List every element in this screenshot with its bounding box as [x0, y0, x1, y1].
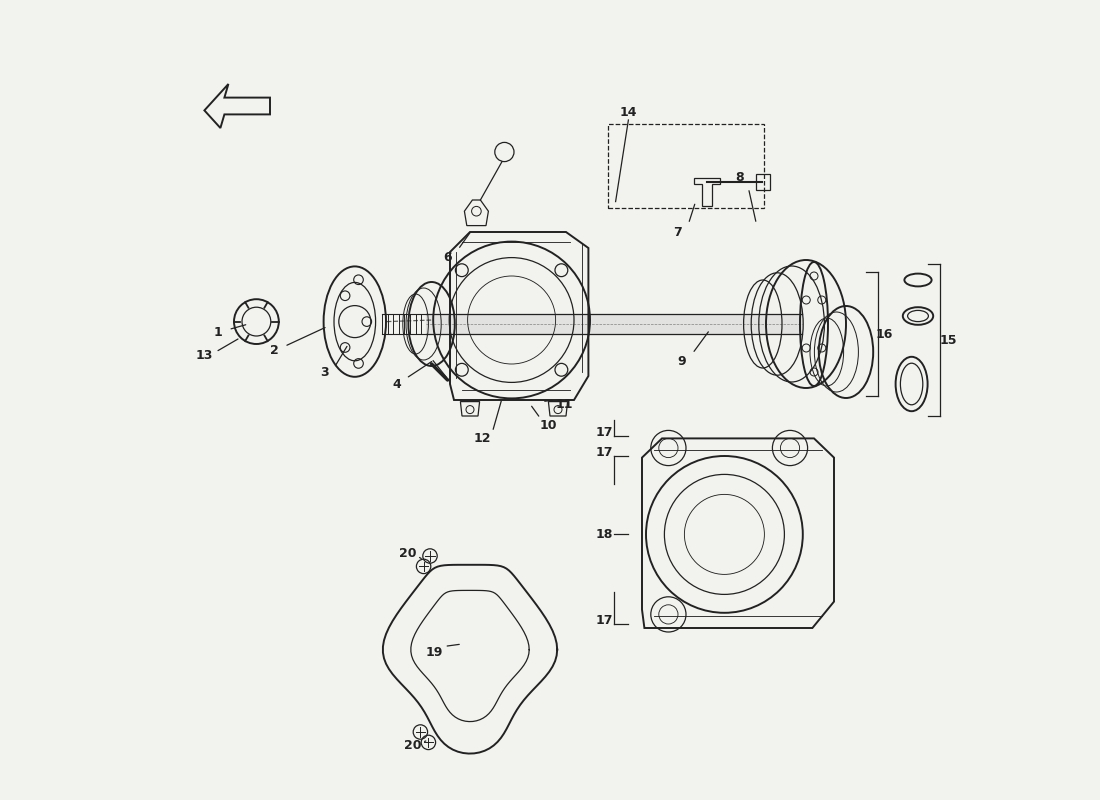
Text: 1: 1: [213, 326, 222, 338]
Text: 15: 15: [939, 334, 957, 346]
Text: 9: 9: [678, 355, 686, 368]
Text: 10: 10: [540, 419, 557, 432]
Text: 12: 12: [473, 432, 491, 445]
Text: 8: 8: [735, 171, 744, 184]
Text: 6: 6: [443, 251, 452, 264]
Text: 7: 7: [673, 226, 682, 238]
Text: 13: 13: [196, 350, 213, 362]
Text: 20: 20: [399, 547, 416, 560]
Text: 18: 18: [596, 528, 613, 541]
Text: 2: 2: [270, 344, 278, 357]
Text: 14: 14: [619, 106, 637, 118]
Text: 17: 17: [596, 446, 613, 458]
Text: 17: 17: [596, 614, 613, 626]
Text: 19: 19: [426, 646, 442, 658]
Text: 3: 3: [320, 366, 329, 378]
Text: 4: 4: [392, 378, 400, 390]
Bar: [607, 124, 763, 208]
Text: 11: 11: [556, 398, 573, 410]
Text: 16: 16: [876, 328, 893, 341]
Text: 17: 17: [596, 426, 613, 438]
Text: 20: 20: [404, 739, 421, 752]
